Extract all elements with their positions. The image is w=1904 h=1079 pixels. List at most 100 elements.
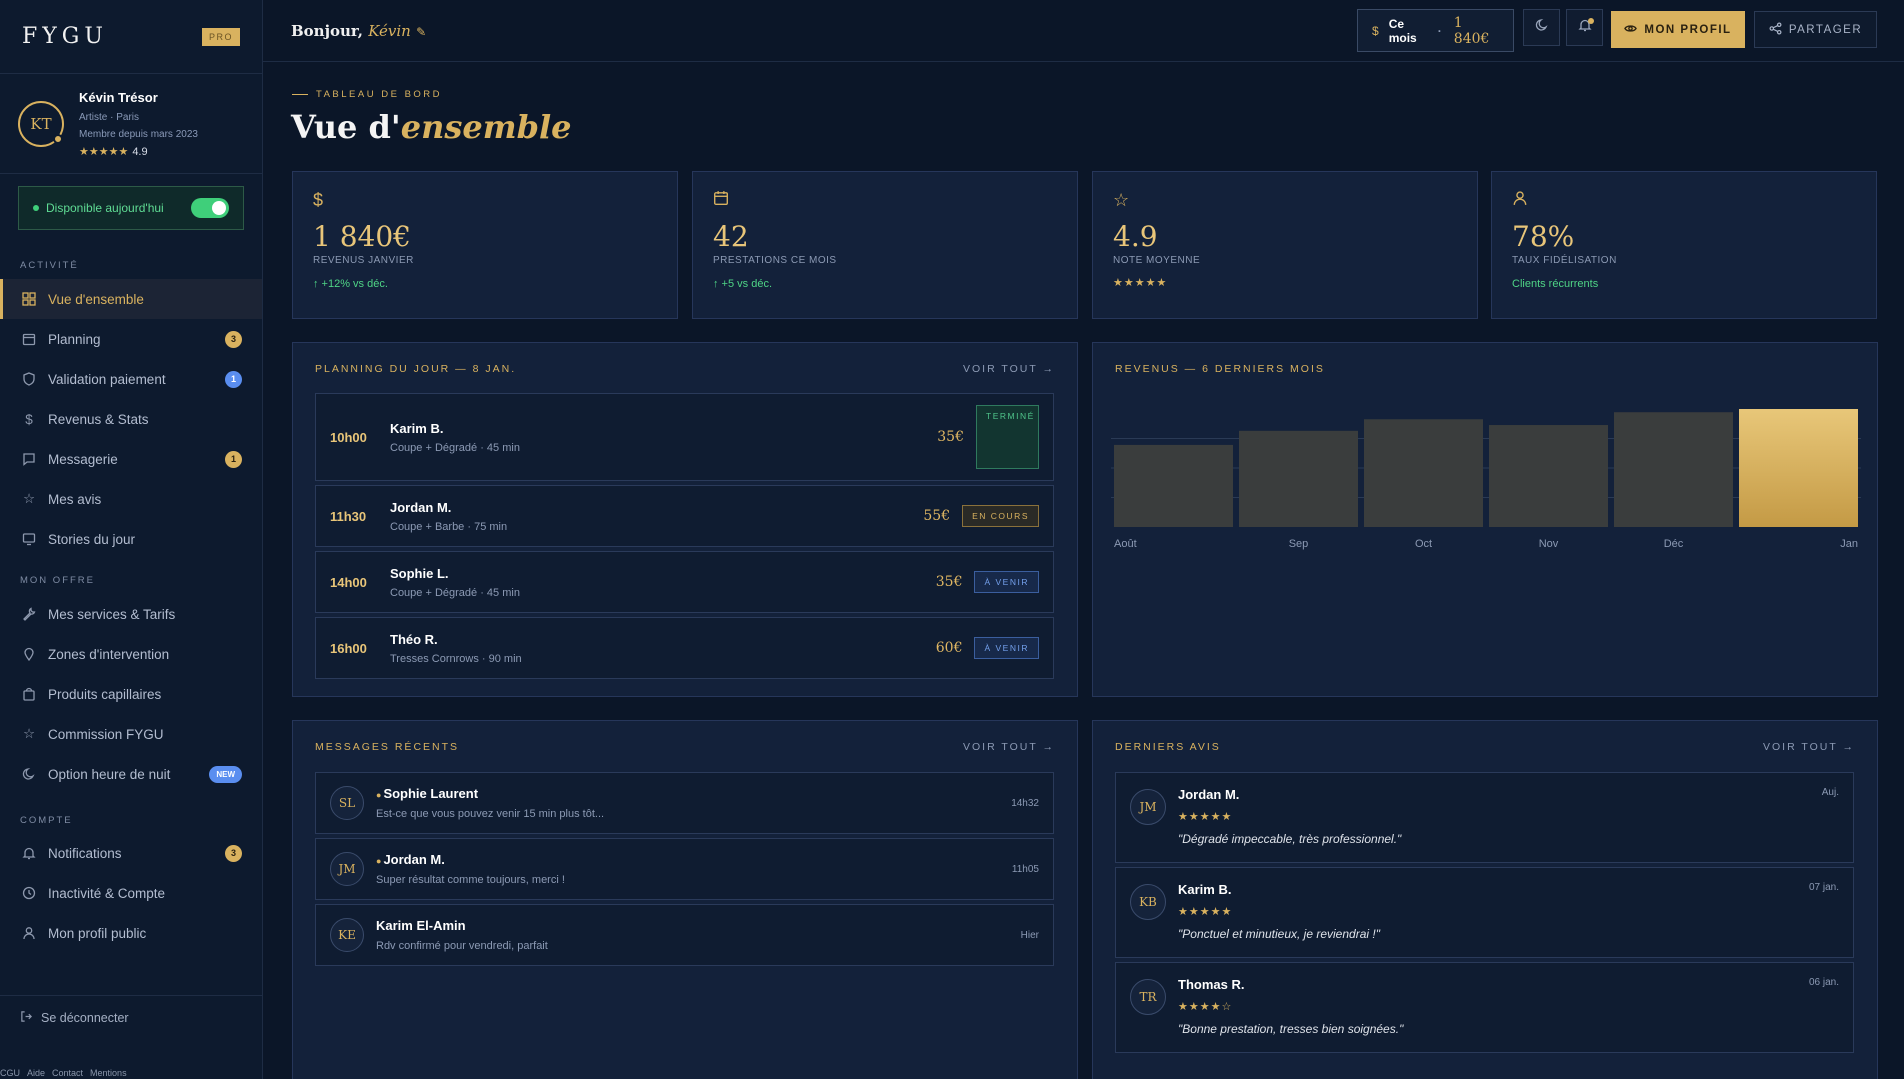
brand-logo[interactable]: FYGU — [22, 24, 108, 49]
appointment-row[interactable]: 16h00 Théo R. Tresses Cornrows · 90 min … — [315, 617, 1054, 679]
sidebar-item-label: Revenus & Stats — [48, 411, 149, 427]
chart-bar-0[interactable] — [1114, 444, 1233, 527]
chart-bar-5[interactable] — [1739, 409, 1858, 527]
review-date: Auj. — [1821, 787, 1839, 798]
sidebar-item-label: Stories du jour — [48, 531, 136, 547]
availability-card: Disponible aujourd'hui — [18, 186, 244, 230]
message-row[interactable]: JM ● Jordan M. Super résultat comme toujo… — [315, 838, 1054, 900]
kpi-value: 1 840€ — [313, 220, 411, 253]
sidebar-item-stories[interactable]: Stories du jour — [0, 519, 262, 559]
moon-icon — [22, 767, 36, 781]
shield-icon — [22, 372, 36, 386]
avatar: SL — [330, 786, 364, 820]
period-amount: 1 840€ — [1453, 14, 1490, 47]
appointment-time: 11h30 — [330, 508, 367, 524]
message-preview: Rdv confirmé pour vendredi, parfait — [376, 940, 548, 952]
status-badge: À VENIR — [974, 571, 1039, 593]
sidebar-item-zones[interactable]: Zones d'intervention — [0, 634, 262, 674]
sidebar-item-commission[interactable]: ☆ Commission FYGU — [0, 714, 262, 754]
scissors-icon: ✎ — [416, 25, 427, 39]
sidebar-item-vue-ensemble[interactable]: Vue d'ensemble — [0, 279, 262, 319]
share-label: PARTAGER — [1788, 23, 1863, 36]
profile-rating: ★★★★★ 4.9 — [79, 145, 198, 158]
planning-panel: PLANNING DU JOUR — 8 JAN. VOIR TOUT → 10… — [292, 342, 1078, 697]
footer-link-aide[interactable]: Aide — [27, 1068, 46, 1078]
profile-card[interactable]: KT Kévin Trésor Artiste · Paris Membre d… — [0, 74, 262, 174]
reviews-panel: DERNIERS AVIS VOIR TOUT → JM Jordan M. ★… — [1092, 720, 1878, 1079]
review-card[interactable]: TR Thomas R. ★★★★☆ "Bonne prestation, tr… — [1115, 962, 1854, 1053]
sidebar-item-revenus-stats[interactable]: $ Revenus & Stats — [0, 399, 262, 439]
kpi-note: Clients récurrents — [1512, 278, 1599, 290]
share-button[interactable]: PARTAGER — [1754, 11, 1877, 48]
review-text: "Ponctuel et minutieux, je reviendrai !" — [1178, 927, 1380, 941]
see-all-link[interactable]: VOIR TOUT → — [962, 741, 1055, 753]
reviewer-name: Karim B. — [1178, 882, 1232, 897]
kpi-value: 78% — [1512, 220, 1575, 253]
kpi-label: NOTE MOYENNE — [1113, 255, 1201, 266]
sidebar-item-services-tarifs[interactable]: Mes services & Tarifs — [0, 594, 262, 634]
sidebar-item-heure-nuit[interactable]: Option heure de nuit NEW — [0, 754, 262, 794]
chart-bar-2[interactable] — [1364, 419, 1483, 527]
appointment-row[interactable]: 10h00 Karim B. Coupe + Dégradé · 45 min … — [315, 393, 1054, 481]
sidebar-item-label: Zones d'intervention — [48, 646, 170, 662]
sidebar-item-notifications[interactable]: Notifications 3 — [0, 833, 262, 873]
sidebar-item-produits[interactable]: Produits capillaires — [0, 674, 262, 714]
appointment-time: 10h00 — [330, 429, 367, 445]
nav-section-compte: COMPTE — [20, 815, 73, 826]
moon-icon — [1535, 18, 1549, 37]
revenue-bar-chart: Août Sep Oct Nov Déc Jan — [1111, 409, 1861, 550]
notification-dot — [1588, 18, 1594, 24]
review-card[interactable]: JM Jordan M. ★★★★★ "Dégradé impeccable, … — [1115, 772, 1854, 863]
notifications-button[interactable] — [1566, 9, 1603, 46]
appointment-row[interactable]: 11h30 Jordan M. Coupe + Barbe · 75 min 5… — [315, 485, 1054, 547]
sidebar-item-mes-avis[interactable]: ☆ Mes avis — [0, 479, 262, 519]
chart-bar-1[interactable] — [1239, 430, 1358, 527]
sidebar-item-messagerie[interactable]: Messagerie 1 — [0, 439, 262, 479]
footer-link-cgu[interactable]: CGU — [0, 1068, 20, 1078]
see-all-link[interactable]: VOIR TOUT → — [1762, 741, 1855, 753]
sidebar-item-label: Notifications — [48, 845, 122, 861]
logout-button[interactable]: Se déconnecter — [0, 995, 262, 1039]
sidebar-item-inactivite[interactable]: Inactivité & Compte — [0, 873, 262, 913]
my-profile-button[interactable]: MON PROFIL — [1611, 11, 1745, 48]
client-name: Sophie L. — [390, 565, 449, 581]
kpi-value: 42 — [713, 220, 749, 253]
chart-tick-label-3: Nov — [1539, 538, 1559, 550]
kpi-card-revenus[interactable]: $ 1 840€ REVENUS JANVIER ↑ +12% vs déc. — [292, 171, 678, 319]
sidebar-item-profil-public[interactable]: Mon profil public — [0, 913, 262, 953]
appointment-row[interactable]: 14h00 Sophie L. Coupe + Dégradé · 45 min… — [315, 551, 1054, 613]
chart-bar-4[interactable] — [1614, 412, 1733, 527]
sender-name: Jordan M. — [383, 852, 445, 867]
availability-label: Disponible aujourd'hui — [46, 201, 164, 215]
kpi-card-prestations[interactable]: 42 PRESTATIONS CE MOIS ↑ +5 vs déc. — [692, 171, 1078, 319]
kpi-trend: ↑ +12% vs déc. — [313, 278, 388, 290]
theme-toggle-button[interactable] — [1523, 9, 1560, 46]
chart-bar-3[interactable] — [1489, 425, 1608, 527]
kpi-card-note[interactable]: ☆ 4.9 NOTE MOYENNE ★★★★★ — [1092, 171, 1478, 319]
availability-toggle[interactable] — [191, 198, 229, 218]
sidebar-item-planning[interactable]: Planning 3 — [0, 319, 262, 359]
client-name: Jordan M. — [390, 499, 452, 515]
eye-icon — [1624, 22, 1638, 38]
period-selector[interactable]: $ Ce mois · 1 840€ — [1357, 9, 1514, 52]
page-eyebrow: TABLEAU DE BORD — [292, 89, 442, 100]
sidebar-item-label: Planning — [48, 331, 101, 347]
appointment-price: 55€ — [923, 508, 951, 524]
chart-tick-label-2: Oct — [1415, 538, 1432, 550]
sidebar: FYGU PRO KT Kévin Trésor Artiste · Paris… — [0, 0, 263, 1079]
footer-link-mentions[interactable]: Mentions — [90, 1068, 127, 1078]
share-icon — [1769, 22, 1782, 38]
clock-icon — [22, 886, 36, 900]
star-icon: ☆ — [1113, 190, 1130, 210]
service-detail: Tresses Cornrows · 90 min — [390, 652, 522, 665]
sidebar-item-validation-paiement[interactable]: Validation paiement 1 — [0, 359, 262, 399]
appointment-time: 16h00 — [330, 640, 367, 656]
footer-link-contact[interactable]: Contact — [52, 1068, 84, 1078]
kpi-card-fidelisation[interactable]: 78% TAUX FIDÉLISATION Clients récurrents — [1491, 171, 1877, 319]
see-all-link[interactable]: VOIR TOUT → — [962, 363, 1055, 375]
review-card[interactable]: KB Karim B. ★★★★★ "Ponctuel et minutieux… — [1115, 867, 1854, 958]
message-row[interactable]: KE Karim El-Amin Rdv confirmé pour vendr… — [315, 904, 1054, 966]
greeting: Bonjour, Kévin ✎ — [291, 22, 426, 40]
message-row[interactable]: SL ● Sophie Laurent Est-ce que vous pouve… — [315, 772, 1054, 834]
appointment-time: 14h00 — [330, 574, 367, 590]
